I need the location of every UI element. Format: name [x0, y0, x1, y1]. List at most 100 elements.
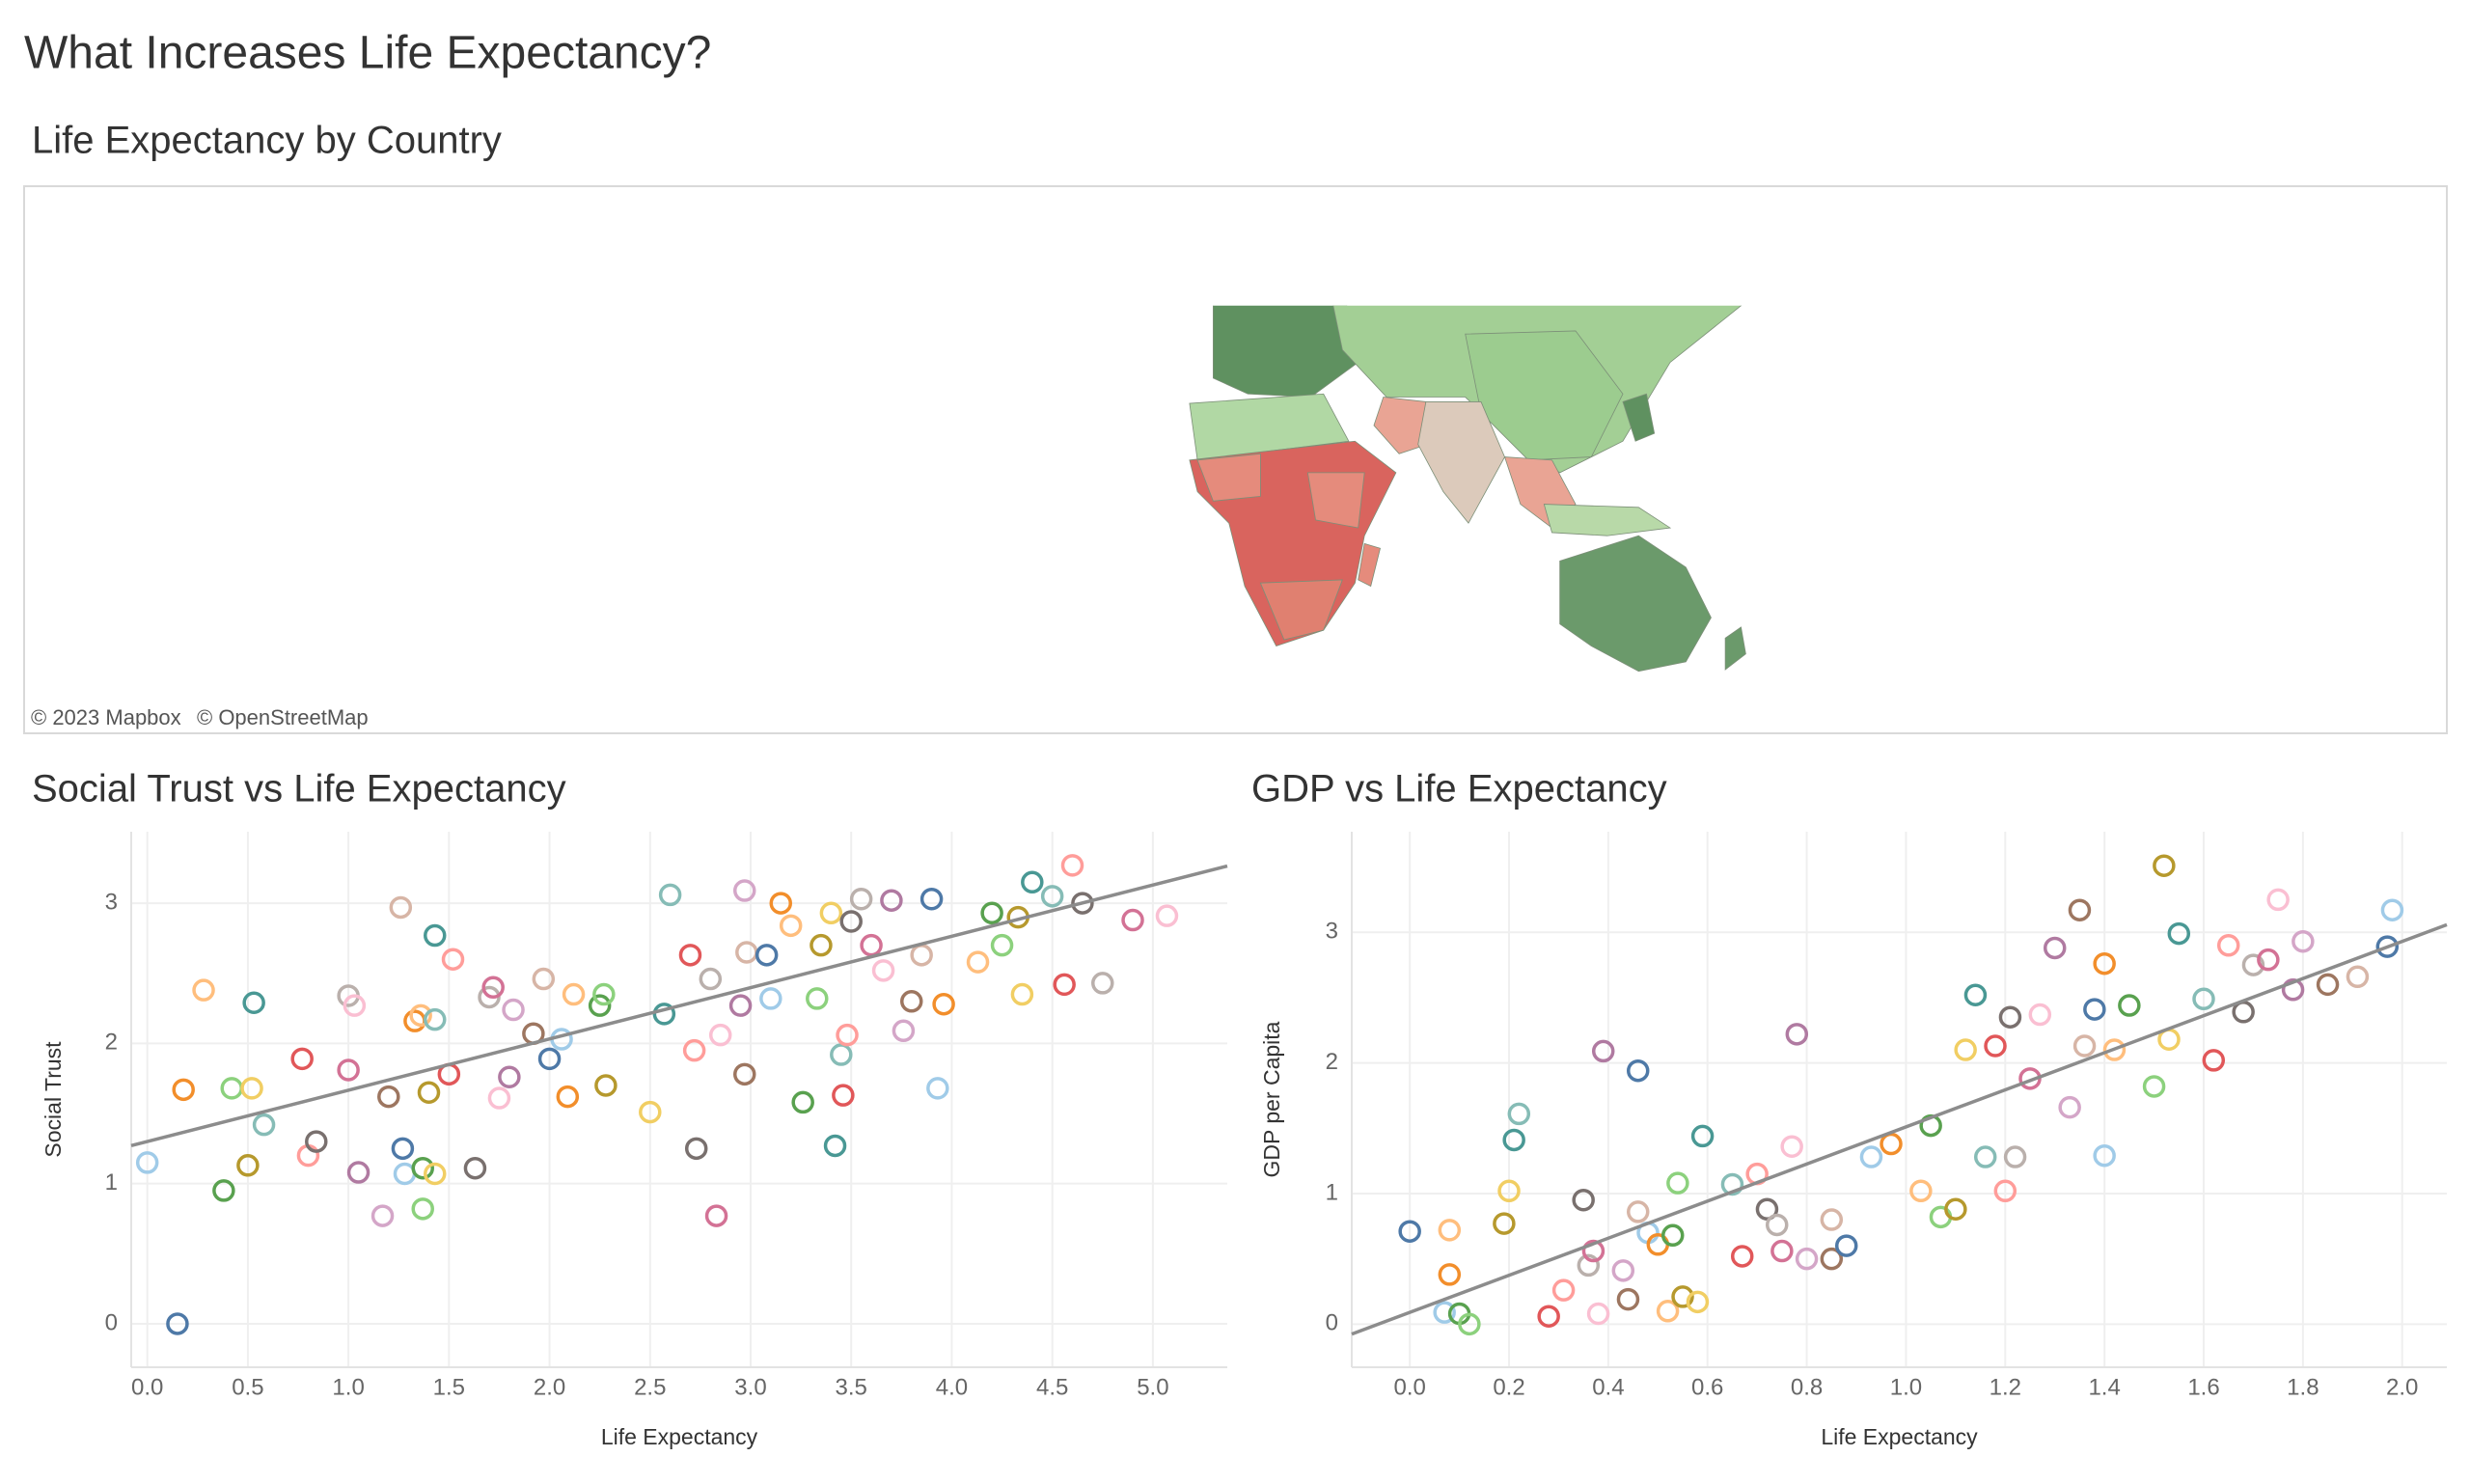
x-tick-label: 1.4: [2088, 1374, 2120, 1400]
data-point: [704, 1204, 728, 1227]
data-point: [481, 976, 505, 1000]
data-point: [305, 1130, 328, 1153]
x-tick-label: 0.8: [1791, 1374, 1823, 1400]
map-attribution: © OpenStreetMap: [197, 705, 369, 729]
data-point: [1398, 1220, 1421, 1243]
data-point: [990, 933, 1014, 957]
data-point: [463, 1156, 487, 1180]
data-point: [2316, 973, 2340, 997]
x-tick-label: 0.2: [1493, 1374, 1524, 1400]
data-point: [391, 1137, 415, 1161]
map-title: Life Expectancy by Country: [32, 120, 502, 162]
data-point: [1770, 1239, 1794, 1263]
data-point: [417, 1081, 441, 1104]
data-point: [1010, 982, 1034, 1006]
data-point: [1458, 1312, 1481, 1336]
data-point: [1993, 1179, 2017, 1203]
data-point: [910, 944, 933, 967]
x-axis-title: Life Expectancy: [601, 1424, 758, 1449]
data-point: [1909, 1179, 1933, 1203]
data-point: [1591, 1039, 1615, 1063]
data-point: [2153, 854, 2176, 877]
data-point: [966, 950, 990, 974]
data-point: [839, 910, 863, 933]
japan: [1622, 393, 1656, 442]
data-point: [755, 944, 779, 967]
data-point: [810, 933, 833, 957]
data-point: [1765, 1213, 1789, 1237]
data-point: [409, 1003, 432, 1028]
data-point: [2028, 1003, 2052, 1027]
data-point: [836, 1023, 859, 1047]
data-point: [1780, 1135, 1803, 1158]
y-tick-label: 2: [105, 1030, 118, 1056]
data-point: [2257, 948, 2280, 972]
y-tick-label: 0: [1326, 1310, 1338, 1336]
x-tick-label: 4.5: [1036, 1374, 1068, 1400]
x-tick-label: 1.2: [1990, 1374, 2021, 1400]
data-point: [135, 1151, 159, 1174]
data-point: [1785, 1023, 1809, 1046]
data-point: [2266, 888, 2290, 912]
y-tick-label: 2: [1326, 1049, 1338, 1075]
data-point: [1551, 1278, 1576, 1302]
data-point: [684, 1137, 708, 1161]
data-point: [871, 959, 895, 982]
data-point: [240, 1077, 263, 1100]
data-point: [1581, 1239, 1606, 1263]
data-point: [423, 923, 447, 948]
data-point: [411, 1197, 434, 1221]
east-africa: [1306, 472, 1365, 529]
map-attribution: © 2023 Mapbox: [31, 705, 181, 729]
y-tick-label: 1: [105, 1169, 118, 1195]
data-point: [932, 992, 955, 1016]
x-tick-label: 2.0: [2386, 1374, 2418, 1400]
madagascar: [1358, 542, 1381, 588]
data-point: [588, 994, 612, 1017]
data-point: [2072, 1034, 2097, 1058]
y-axis-title: GDP per Capita: [1259, 1021, 1284, 1177]
data-point: [562, 982, 586, 1006]
data-point: [220, 1077, 243, 1100]
data-point: [1091, 972, 1114, 995]
data-point: [1577, 1253, 1601, 1278]
data-point: [1053, 973, 1076, 997]
data-point: [2083, 998, 2106, 1021]
data-point: [370, 1204, 395, 1227]
data-point: [1071, 892, 1094, 915]
data-point: [779, 914, 803, 938]
chart-title: GDP vs Life Expectancy: [1251, 768, 1667, 811]
data-point: [1616, 1287, 1640, 1311]
data-point: [592, 982, 616, 1006]
x-tick-label: 1.0: [332, 1374, 364, 1400]
x-tick-label: 1.6: [2187, 1374, 2219, 1400]
x-tick-label: 4.0: [936, 1374, 968, 1400]
data-point: [1497, 1179, 1521, 1203]
data-point: [2380, 898, 2404, 921]
data-point: [2192, 987, 2215, 1011]
data-point: [1060, 854, 1084, 877]
data-point: [346, 1161, 370, 1184]
data-point: [594, 1074, 618, 1097]
data-point: [2043, 936, 2067, 960]
data-point: [728, 994, 753, 1017]
data-point: [759, 987, 782, 1010]
data-point: [652, 1003, 676, 1026]
data-point: [1820, 1247, 1844, 1271]
data-point: [1944, 1197, 1967, 1221]
data-point: [1626, 1058, 1650, 1083]
data-point: [537, 1047, 562, 1071]
data-point: [823, 1134, 847, 1158]
x-tick-label: 2.0: [534, 1374, 565, 1400]
data-point: [487, 1086, 511, 1110]
data-point: [1820, 1208, 1844, 1231]
data-point: [791, 1090, 814, 1114]
data-point: [830, 1043, 853, 1066]
data-point: [1690, 1124, 1715, 1148]
data-point: [1666, 1171, 1689, 1195]
data-point: [1834, 1234, 1858, 1257]
data-point: [423, 1162, 447, 1186]
data-point: [699, 967, 723, 991]
data-point: [389, 895, 413, 920]
